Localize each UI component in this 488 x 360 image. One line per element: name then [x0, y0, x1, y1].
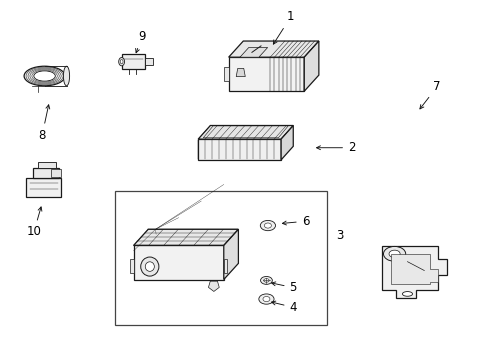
Ellipse shape — [141, 257, 159, 276]
Ellipse shape — [263, 279, 268, 282]
Ellipse shape — [145, 262, 154, 271]
Circle shape — [263, 297, 269, 302]
Bar — [51, 169, 61, 177]
Text: 9: 9 — [135, 30, 145, 53]
Polygon shape — [240, 48, 267, 57]
Ellipse shape — [258, 294, 273, 304]
Text: 3: 3 — [335, 229, 343, 242]
Bar — [122, 54, 145, 69]
Ellipse shape — [24, 66, 65, 86]
Ellipse shape — [402, 292, 412, 296]
Ellipse shape — [34, 71, 55, 81]
Text: 6: 6 — [282, 215, 308, 228]
Polygon shape — [304, 41, 318, 91]
Text: 8: 8 — [39, 105, 50, 142]
Polygon shape — [382, 246, 446, 298]
Text: 2: 2 — [316, 141, 355, 154]
Polygon shape — [236, 68, 245, 77]
Text: 10: 10 — [26, 207, 42, 238]
Text: 7: 7 — [419, 80, 440, 109]
Bar — [115, 191, 327, 325]
Bar — [26, 178, 61, 197]
Text: 4: 4 — [271, 301, 296, 314]
Polygon shape — [133, 246, 224, 279]
Polygon shape — [224, 229, 238, 279]
Polygon shape — [224, 67, 228, 81]
Polygon shape — [198, 139, 281, 160]
Polygon shape — [390, 254, 437, 284]
Polygon shape — [133, 229, 238, 246]
Bar — [224, 259, 227, 273]
Bar — [33, 168, 59, 178]
Ellipse shape — [119, 58, 124, 66]
Text: 1: 1 — [273, 10, 294, 44]
Polygon shape — [208, 281, 219, 292]
Bar — [130, 259, 133, 273]
Bar — [38, 162, 56, 168]
Polygon shape — [281, 126, 293, 160]
Circle shape — [264, 223, 271, 228]
Ellipse shape — [260, 220, 275, 231]
Ellipse shape — [388, 250, 399, 258]
Polygon shape — [198, 126, 293, 139]
Ellipse shape — [383, 247, 405, 261]
Bar — [145, 58, 153, 66]
Ellipse shape — [120, 59, 123, 64]
Text: 5: 5 — [271, 281, 296, 294]
Polygon shape — [228, 57, 304, 91]
Polygon shape — [228, 41, 318, 57]
Ellipse shape — [260, 276, 272, 284]
Ellipse shape — [63, 66, 69, 86]
